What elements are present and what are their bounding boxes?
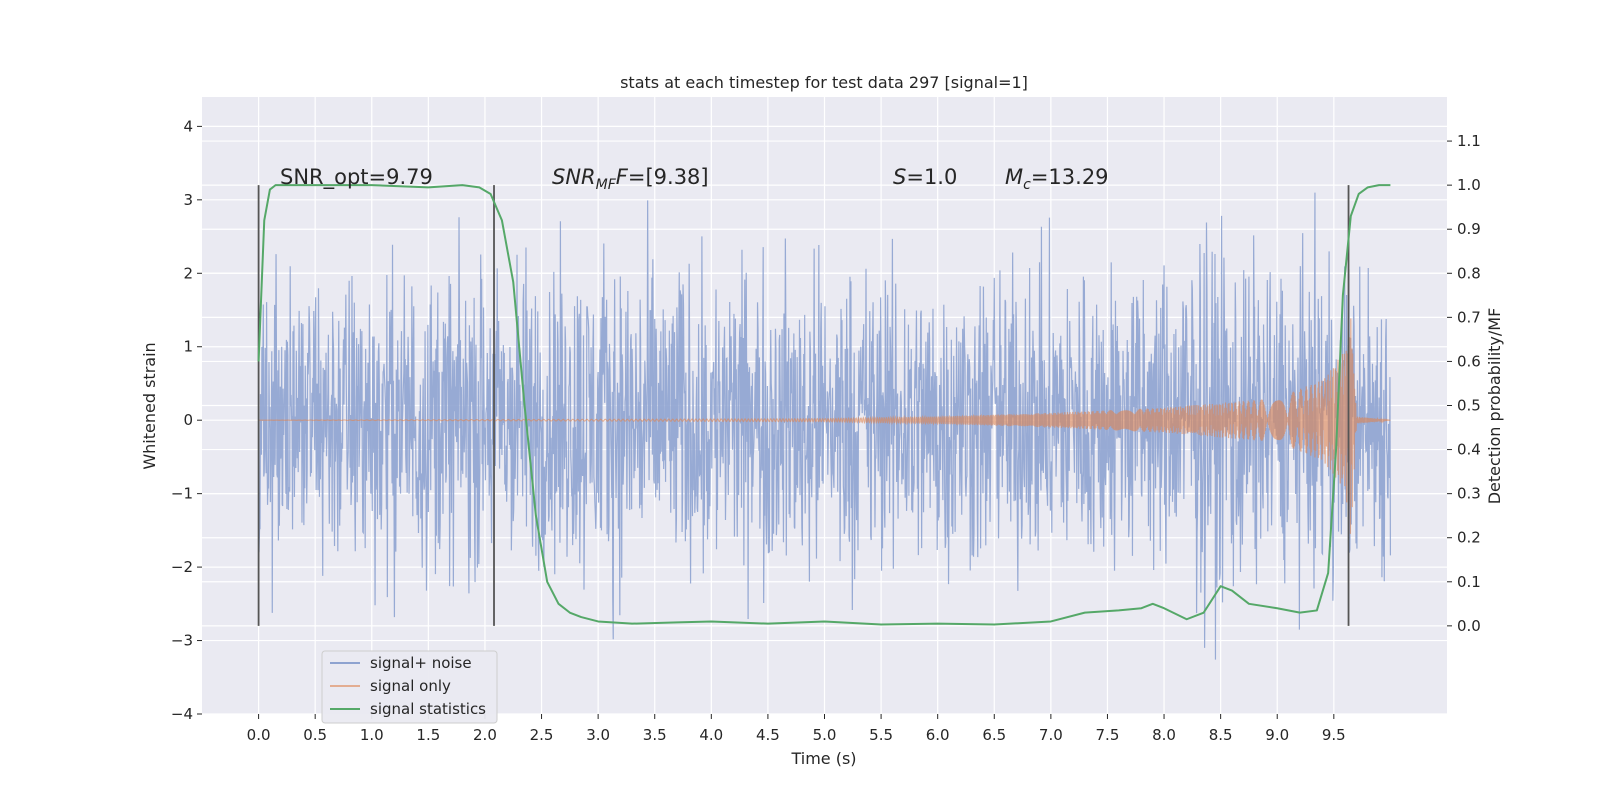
x-tick-label: 4.5: [756, 726, 780, 744]
y-tick-label: −2: [171, 558, 193, 576]
chart-title: stats at each timestep for test data 297…: [620, 73, 1028, 92]
y-right-tick-label: 0.2: [1457, 529, 1481, 547]
annotation-s-value: =1.0: [906, 165, 957, 189]
y-axis-title-right: Detection probability/MF: [1485, 308, 1504, 505]
legend-label-signal-only: signal only: [370, 677, 451, 695]
legend-box: [321, 650, 498, 724]
y-right-tick-label: 0.9: [1457, 220, 1481, 238]
x-tick-label: 8.0: [1152, 726, 1176, 744]
legend-label-signal-statistics: signal statistics: [370, 700, 486, 718]
series-signal-only: [258, 318, 1391, 534]
y-tick-label: 1: [183, 338, 193, 356]
annotations: SNR_opt=9.79 SNRMFF=[9.38] S=1.0 Mc=13.2…: [280, 165, 1109, 193]
x-tick-label: 1.5: [416, 726, 440, 744]
y-right-tick-label: 1.1: [1457, 132, 1481, 150]
x-tick-label: 1.0: [360, 726, 384, 744]
annotation-snr-opt: SNR_opt=9.79: [280, 165, 433, 190]
y-right-tick-label: 1.0: [1457, 176, 1481, 194]
y-axis-ticks-left: −4 −3 −2 −1 0 1 2 3 4: [171, 117, 202, 723]
y-right-tick-label: 0.3: [1457, 485, 1481, 503]
legend: signal+ noise signal only signal statist…: [321, 650, 498, 724]
x-tick-label: 5.5: [869, 726, 893, 744]
x-tick-label: 2.0: [473, 726, 497, 744]
series-line-signal-statistics: [257, 184, 1391, 626]
x-tick-label: 6.5: [982, 726, 1006, 744]
x-tick-label: 7.5: [1096, 726, 1120, 744]
y-tick-label: 2: [183, 264, 193, 282]
x-tick-label: 9.5: [1322, 726, 1346, 744]
y-tick-label: 0: [183, 411, 193, 429]
x-tick-label: 3.5: [643, 726, 667, 744]
y-right-tick-label: 0.5: [1457, 397, 1481, 415]
y-axis-title-left: Whitened strain: [140, 342, 159, 469]
y-right-tick-label: 0.8: [1457, 264, 1481, 282]
annotation-snr-mf-value: =[9.38]: [628, 165, 709, 189]
legend-label-signal-plus-noise: signal+ noise: [370, 654, 472, 672]
y-tick-label: 4: [183, 117, 193, 135]
x-tick-label: 0.0: [247, 726, 271, 744]
annotation-snr-mf: SNRMFF=[9.38]: [552, 165, 709, 193]
annotation-snr-mf-f: F: [616, 165, 629, 189]
x-tick-label: 5.0: [813, 726, 837, 744]
y-tick-label: 3: [183, 191, 193, 209]
y-tick-label: −4: [171, 705, 193, 723]
y-tick-label: −1: [171, 485, 193, 503]
annotation-snr-mf-main: SNR: [552, 165, 596, 189]
annotation-mc-sub: c: [1023, 177, 1031, 193]
x-tick-label: 6.0: [926, 726, 950, 744]
x-tick-label: 0.5: [303, 726, 327, 744]
annotation-mc-value: =13.29: [1031, 165, 1109, 189]
x-tick-label: 4.0: [699, 726, 723, 744]
y-tick-label: −3: [171, 632, 193, 650]
x-tick-label: 7.0: [1039, 726, 1063, 744]
annotation-snr-mf-sub: MF: [596, 177, 617, 193]
x-axis-ticks: 0.0 0.5 1.0 1.5 2.0 2.5 3.0 3.5 4.0 4.5 5.0 5.5 6.0 6…: [247, 714, 1346, 744]
x-tick-label: 2.5: [530, 726, 554, 744]
vertical-markers: [257, 185, 1350, 626]
y-right-tick-label: 0.7: [1457, 308, 1481, 326]
annotation-s: S=1.0: [893, 165, 957, 189]
y-right-tick-label: 0.6: [1457, 352, 1481, 370]
annotation-mc: Mc=13.29: [1005, 165, 1109, 193]
y-axis-ticks-right: 0.0 0.1 0.2 0.3 0.4 0.5 0.6 0.7 0.8 0.9 1.0 1.1: [1447, 132, 1481, 635]
series-line-signal-only: [258, 318, 1391, 534]
series-signal-statistics: [257, 184, 1391, 626]
x-tick-label: 3.0: [586, 726, 610, 744]
y-right-tick-label: 0.4: [1457, 441, 1481, 459]
x-tick-label: 9.0: [1265, 726, 1289, 744]
x-tick-label: 8.5: [1209, 726, 1233, 744]
y-right-tick-label: 0.1: [1457, 573, 1481, 591]
annotation-s-var: S: [893, 165, 906, 189]
y-right-tick-label: 0.0: [1457, 617, 1481, 635]
x-axis-title: Time (s): [790, 749, 856, 768]
annotation-mc-var: M: [1005, 165, 1023, 189]
